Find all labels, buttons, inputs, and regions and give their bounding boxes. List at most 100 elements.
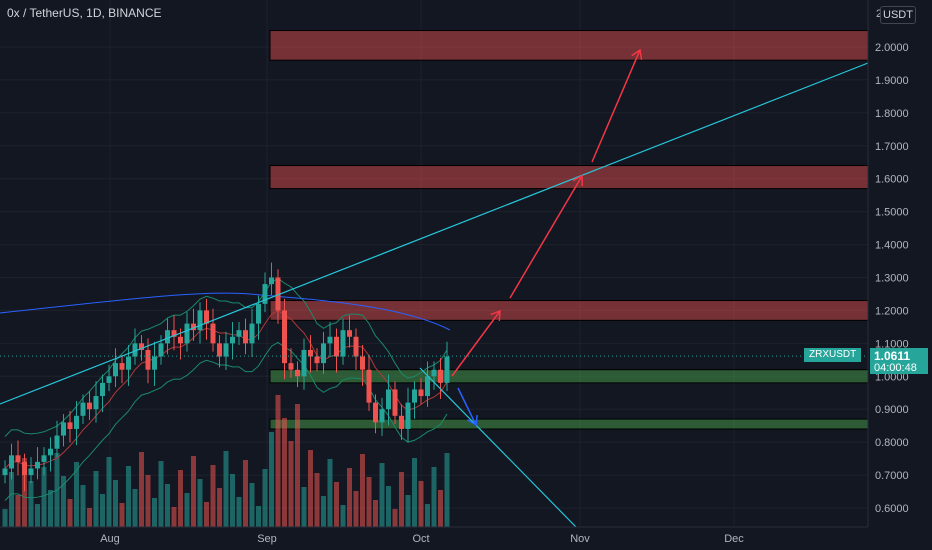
y-tick-label: 1.1000 — [875, 338, 909, 350]
candle — [210, 323, 216, 344]
x-tick-label: Sep — [257, 533, 277, 545]
candle — [132, 343, 138, 357]
candle — [9, 455, 14, 469]
candle — [314, 356, 320, 364]
arrow-down — [457, 387, 477, 426]
last-price-tag: 1.0611 04:00:48 — [870, 348, 928, 374]
arrow-up-3 — [591, 49, 641, 163]
volume-bar — [392, 509, 398, 527]
volume-bar — [353, 491, 359, 527]
candle — [217, 343, 222, 357]
rising-trendline — [0, 62, 869, 405]
volume-bar — [269, 432, 274, 527]
volume-bar — [282, 418, 287, 527]
candle — [152, 356, 157, 370]
volume-bar — [366, 477, 372, 527]
volume-bar — [340, 505, 346, 527]
price-axis-bg — [868, 0, 932, 550]
arrow-up-3-head — [631, 48, 643, 60]
candle — [243, 330, 248, 344]
currency-button[interactable]: USDT — [880, 6, 916, 24]
volume-bar — [275, 395, 281, 527]
candle — [87, 402, 92, 410]
volume-bar — [301, 487, 307, 527]
volume-bar — [418, 481, 424, 527]
candle — [67, 422, 73, 429]
volume-bar — [158, 461, 164, 527]
candle — [165, 330, 170, 344]
candle — [425, 376, 430, 397]
chart-title: 0x / TetherUS, 1D, BINANCE — [7, 6, 162, 20]
y-tick-label: 1.4000 — [875, 240, 909, 252]
candle — [15, 455, 21, 462]
candle — [360, 356, 365, 370]
candle — [22, 461, 27, 476]
candle — [54, 435, 60, 449]
volume-bar — [412, 458, 417, 527]
grid — [0, 0, 868, 527]
upper-band — [4, 277, 448, 437]
volume-bar — [308, 450, 313, 527]
volume-bar — [165, 484, 170, 527]
candle — [126, 356, 131, 370]
time-axis: Aug Sep Oct Nov Dec — [0, 526, 868, 545]
candle — [256, 303, 261, 324]
volume-bar — [15, 495, 21, 527]
candle — [113, 363, 118, 377]
volume-bar — [438, 490, 443, 527]
volume-bar — [171, 507, 177, 527]
candle — [412, 389, 417, 403]
candle — [230, 336, 235, 344]
candle — [35, 461, 40, 469]
resistance-zone — [269, 300, 869, 321]
candlesticks — [2, 262, 450, 492]
x-tick-label: Aug — [100, 533, 120, 545]
candle — [269, 277, 274, 285]
candle — [41, 455, 47, 462]
candle — [438, 369, 443, 383]
volume-bar — [35, 504, 40, 527]
volume-bar — [288, 441, 294, 527]
y-tick-label: 1.2000 — [875, 305, 909, 317]
volume-bar — [262, 469, 268, 527]
volume-bar — [184, 493, 190, 527]
volume-bar — [152, 498, 157, 527]
candle — [431, 369, 437, 377]
volume-bar — [386, 486, 391, 527]
volume-bar — [119, 503, 125, 527]
volume-bar — [204, 502, 209, 527]
arrow-up-2-head — [572, 174, 584, 187]
volume-bar — [321, 496, 326, 527]
x-tick-label: Nov — [570, 533, 590, 545]
price-axis-top-label: 2 — [876, 8, 882, 20]
candle — [275, 277, 281, 311]
volume-bar — [405, 495, 411, 527]
candle — [158, 343, 164, 357]
volume-bar — [132, 489, 138, 527]
candle — [106, 376, 112, 383]
candle — [80, 402, 86, 416]
candle — [392, 389, 398, 416]
y-tick-label: 1.6000 — [875, 174, 909, 186]
volume-bar — [360, 454, 365, 527]
volume-bar — [28, 481, 34, 527]
price-zones — [269, 30, 869, 430]
volume-bar — [197, 479, 203, 527]
volume-bar — [334, 482, 339, 527]
candle — [353, 336, 359, 357]
candle — [379, 409, 385, 423]
volume-bar — [210, 465, 216, 527]
arrow-up-1 — [451, 310, 501, 377]
candle — [61, 422, 66, 436]
candle — [236, 330, 242, 337]
volume-bar — [67, 499, 73, 527]
volume-bar — [93, 471, 99, 527]
candle — [184, 323, 190, 344]
x-tick-label: Oct — [412, 533, 429, 545]
candle — [178, 336, 183, 344]
trendlines — [0, 62, 869, 528]
candle — [321, 343, 326, 364]
resistance-zone — [269, 165, 869, 190]
